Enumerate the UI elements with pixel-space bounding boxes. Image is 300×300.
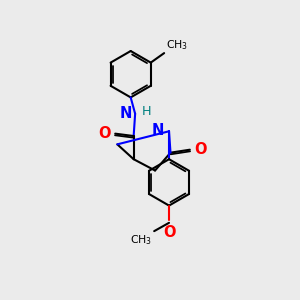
Text: O: O <box>163 225 175 240</box>
Text: CH$_3$: CH$_3$ <box>166 38 188 52</box>
Text: H: H <box>142 106 151 118</box>
Text: CH$_3$: CH$_3$ <box>130 233 152 247</box>
Text: O: O <box>98 126 110 141</box>
Text: N: N <box>152 123 164 138</box>
Text: O: O <box>195 142 207 157</box>
Text: N: N <box>119 106 132 121</box>
